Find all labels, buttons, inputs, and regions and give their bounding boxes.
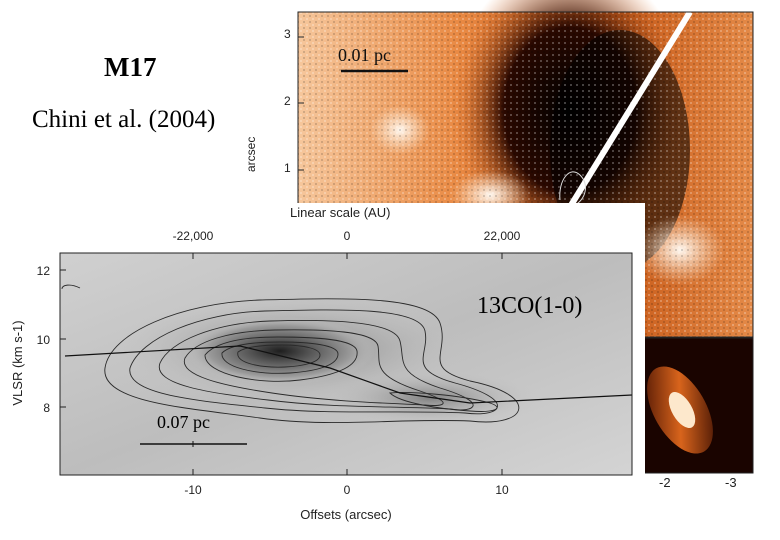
top-y-tick-2: 2 [284, 94, 291, 108]
pv-top-tick-3: 22,000 [484, 229, 521, 243]
slide-title: M17 [104, 52, 157, 82]
inset-panel [640, 337, 754, 474]
slit-line [562, 10, 693, 217]
pv-bottom-tick-3: 10 [495, 483, 509, 497]
pv-x-axis-label: Offsets (arcsec) [300, 507, 392, 522]
pv-y-tick-12: 12 [37, 264, 51, 278]
inset-x-tick-minus3: -3 [725, 475, 737, 490]
pv-fit-line [64, 345, 633, 404]
pv-y-tick-8: 8 [43, 401, 50, 415]
pv-diagram: Linear scale (AU) -22,000 0 22,000 -10 0… [0, 203, 645, 525]
inset-x-tick-minus2: -2 [659, 475, 671, 490]
pv-y-axis-label: VLSR (km s-1) [10, 320, 25, 405]
pv-contours [61, 284, 520, 424]
top-y-axis-label: arcsec [244, 136, 258, 172]
pv-scale-bar-label: 0.07 pc [157, 412, 210, 432]
top-scale-bar-label: 0.01 pc [338, 45, 391, 65]
pv-plot-area [59, 252, 633, 476]
citation: Chini et al. (2004) [32, 106, 216, 133]
top-y-tick-1: 1 [284, 161, 291, 175]
pv-y-tick-10: 10 [37, 333, 51, 347]
pv-top-tick-2: 0 [344, 229, 351, 243]
pv-line-label: 13CO(1-0) [477, 293, 582, 319]
top-y-tick-3: 3 [284, 27, 291, 41]
pv-top-axis-label: Linear scale (AU) [290, 205, 390, 220]
pv-bottom-tick-2: 0 [344, 483, 351, 497]
pv-bottom-tick-1: -10 [184, 483, 202, 497]
pv-top-tick-1: -22,000 [173, 229, 214, 243]
